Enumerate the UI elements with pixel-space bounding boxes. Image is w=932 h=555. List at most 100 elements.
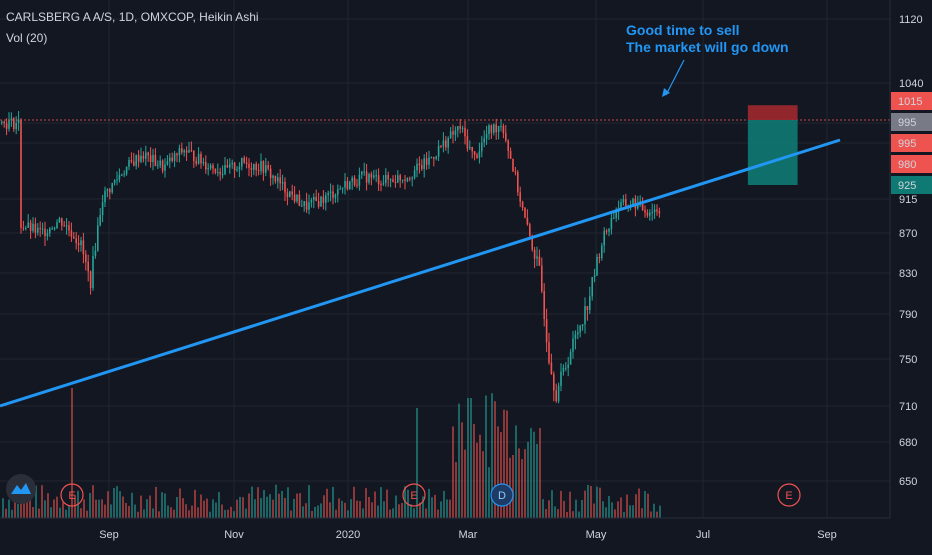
volume-bar [371, 502, 373, 518]
annotation-arrow [665, 59, 685, 96]
price-tag-current [891, 155, 932, 173]
volume-bar [569, 491, 571, 518]
candle-body [591, 277, 593, 297]
candle-body [221, 174, 224, 176]
volume-bar [188, 510, 190, 518]
volume-bar [428, 488, 430, 518]
volume-bar [29, 496, 31, 518]
volume-indicator-label: Vol (20) [6, 31, 48, 45]
volume-bar [542, 499, 544, 518]
volume-bar [44, 500, 46, 518]
volume-bar [215, 502, 217, 518]
volume-bar [38, 508, 40, 518]
event-marker-earnings[interactable] [777, 483, 801, 507]
event-marker-earnings[interactable] [402, 483, 426, 507]
candle-body [488, 125, 490, 135]
volume-bar [281, 490, 283, 518]
volume-bar [434, 494, 436, 518]
volume-bar [260, 498, 262, 518]
volume-bar [632, 505, 634, 518]
price-tag-target-stop [891, 92, 932, 110]
candle-body [121, 174, 123, 176]
candle-body [413, 170, 416, 178]
volume-bar [410, 504, 412, 518]
candle-body [92, 256, 94, 289]
trendline [0, 138, 841, 408]
candle-body [106, 189, 109, 191]
volume-bar [359, 501, 361, 518]
candle-body [404, 179, 406, 181]
candle-body [579, 325, 581, 333]
candle-body [449, 131, 452, 138]
candle-body [569, 351, 572, 365]
candle-body [495, 124, 497, 133]
candle-body [1, 121, 3, 123]
candle-body [406, 178, 409, 181]
candle-body [281, 181, 284, 184]
candle-body [389, 179, 392, 181]
event-marker-label: E [410, 490, 417, 502]
volume-bar [500, 432, 502, 518]
volume-bar [332, 486, 334, 518]
candle-body [291, 191, 293, 195]
event-marker-dividend[interactable] [490, 483, 514, 507]
candle-body [507, 140, 509, 151]
candle-body [452, 131, 454, 135]
candle-body [169, 157, 171, 162]
y-tick-label: 790 [899, 309, 917, 321]
candle-body [490, 125, 493, 133]
candle-body [577, 332, 579, 335]
volume-bar [653, 503, 655, 518]
volume-bar [401, 503, 403, 518]
volume-bar [320, 503, 322, 518]
volume-bar [566, 511, 568, 518]
candle-body [123, 173, 125, 175]
volume-bar [479, 434, 481, 518]
volume-bar [347, 510, 349, 518]
price-tag-label: 980 [898, 159, 916, 171]
candle-body [332, 191, 334, 198]
volume-bar [248, 493, 250, 518]
volume-bar [20, 493, 22, 518]
volume-bar [224, 509, 226, 518]
candle-body [152, 154, 154, 162]
price-tag-label: 1015 [898, 96, 922, 108]
candle-body [505, 133, 507, 141]
volume-bar [308, 485, 310, 518]
candle-body [116, 179, 118, 181]
candle-body [305, 201, 308, 210]
candle-body [217, 171, 219, 173]
candle-body [209, 165, 212, 169]
candle-body [181, 148, 183, 153]
candle-body [13, 118, 15, 130]
volume-bar [296, 493, 298, 518]
candle-body [149, 155, 152, 162]
candle-body [257, 170, 260, 172]
volume-bar [23, 498, 25, 518]
candle-body [509, 150, 512, 159]
candle-body [29, 222, 32, 231]
x-tick-label: Sep [817, 529, 837, 541]
volume-bar [128, 505, 130, 518]
candle-body [317, 200, 320, 207]
volume-bar [5, 508, 7, 518]
candle-body [394, 182, 397, 184]
volume-bar [47, 493, 49, 518]
candle-body [322, 196, 325, 203]
candle-body [351, 177, 353, 182]
event-marker-earnings[interactable] [60, 483, 84, 507]
volume-bar [365, 488, 367, 518]
candle-body [447, 137, 449, 148]
volume-bar [578, 511, 580, 518]
y-tick-label: 1120 [899, 14, 923, 26]
candle-body [483, 138, 485, 143]
volume-bar [287, 487, 289, 518]
candle-body [188, 150, 190, 153]
volume-bar [560, 490, 562, 518]
volume-bar [173, 509, 175, 518]
candle-body [658, 211, 661, 214]
volume-bar [341, 500, 343, 518]
logo-icon [11, 483, 31, 494]
